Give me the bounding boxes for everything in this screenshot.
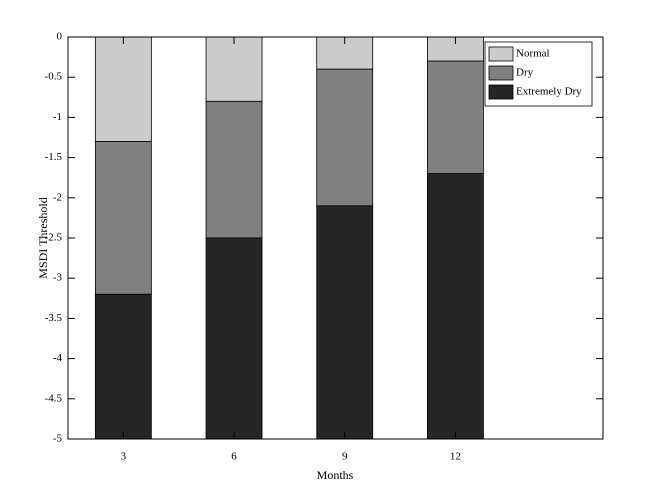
bar-segment [316,36,374,70]
y-tick-label: -3 [53,272,63,284]
y-tick-label: -4.5 [45,392,63,404]
bar-segment [205,36,263,102]
legend-label: Normal [516,48,550,60]
y-tick-label: -2 [53,191,62,203]
legend-swatch [488,84,514,100]
legend-swatch [488,65,514,81]
x-tick-label: 3 [121,451,127,463]
bar-segment [94,141,152,295]
x-tick-label: 12 [450,451,461,463]
bar-segment [316,205,374,440]
bar-segment [427,173,484,440]
y-tick-label: -1 [53,111,62,123]
y-tick-label: -0.5 [45,71,63,83]
bar-segment [94,293,152,440]
bar-segment [427,60,484,175]
bar-segment [205,100,263,239]
legend-label: Dry [516,67,534,79]
bar-segment [205,237,263,440]
y-tick-label: -3.5 [45,312,63,324]
bar-segment [316,68,374,207]
y-axis-title: MSDI Threshold [36,197,50,278]
legend-swatch [488,46,514,62]
x-tick-label: 6 [231,451,237,463]
legend-label: Extremely Dry [516,86,582,98]
y-tick-label: -4 [53,352,63,364]
y-tick-label: -2.5 [45,232,63,244]
y-tick-label: 0 [57,31,63,43]
y-tick-label: -5 [53,433,63,445]
x-tick-label: 9 [342,451,348,463]
y-tick-label: -1.5 [45,151,63,163]
bar-segment [94,36,152,142]
x-axis-title: Months [317,468,354,482]
